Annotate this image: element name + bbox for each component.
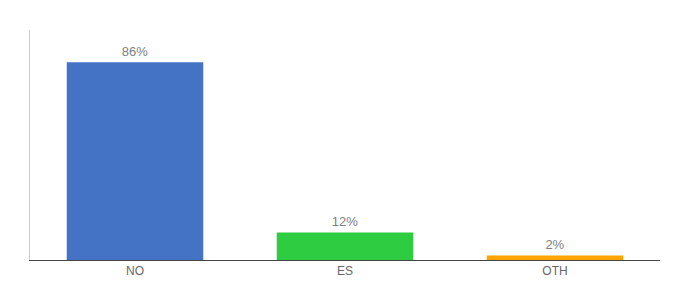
svg-text:2%: 2% — [545, 237, 564, 252]
svg-text:12%: 12% — [332, 214, 358, 229]
svg-text:ES: ES — [337, 264, 353, 278]
svg-text:OTH: OTH — [542, 264, 567, 278]
svg-text:NO: NO — [126, 264, 144, 278]
svg-text:86%: 86% — [122, 44, 148, 59]
